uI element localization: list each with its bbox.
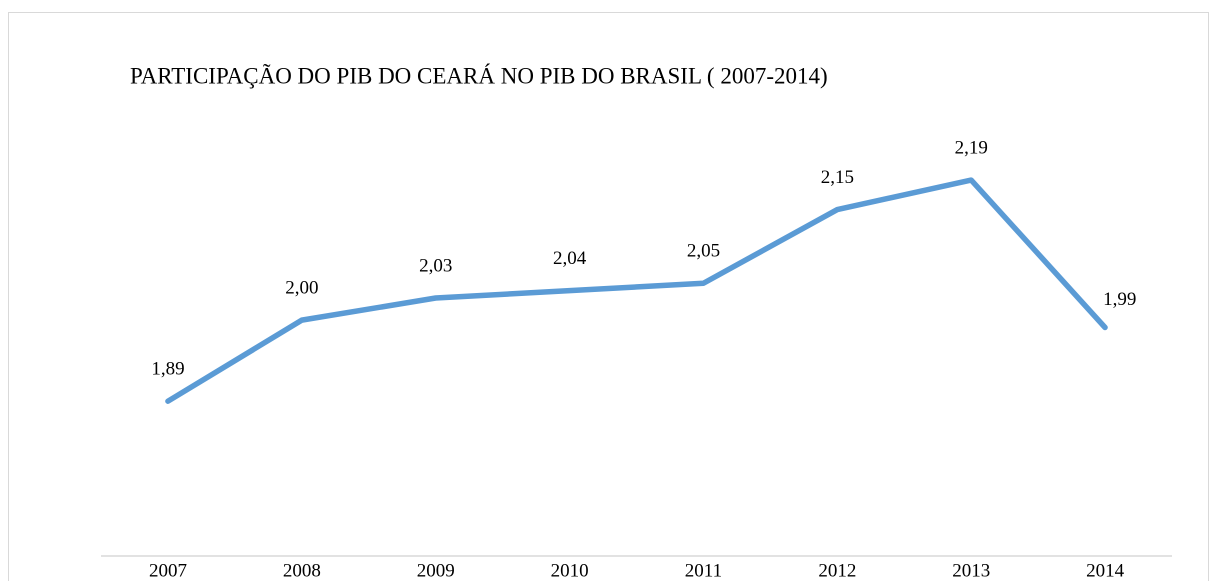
x-tick-label: 2010 [551,560,589,581]
chart-title: PARTICIPAÇÃO DO PIB DO CEARÁ NO PIB DO B… [130,63,828,88]
x-tick-label: 2008 [283,560,321,581]
x-tick-label: 2014 [1086,560,1125,581]
data-label: 2,00 [285,277,318,298]
data-label: 2,19 [955,137,988,158]
x-tick-label: 2011 [685,560,722,581]
line [165,177,1108,404]
x-tick-label: 2009 [417,560,455,581]
x-tick-label: 2012 [818,560,856,581]
data-label: 2,03 [419,255,452,276]
data-label: 2,04 [553,248,587,269]
data-label: 1,89 [151,359,184,380]
data-label: 2,05 [687,241,720,262]
chart-border [8,12,1209,581]
x-tick-label: 2007 [149,560,187,581]
data-label: 2,15 [821,167,854,188]
data-label: 1,99 [1103,289,1136,310]
x-tick-label: 2013 [952,560,990,581]
